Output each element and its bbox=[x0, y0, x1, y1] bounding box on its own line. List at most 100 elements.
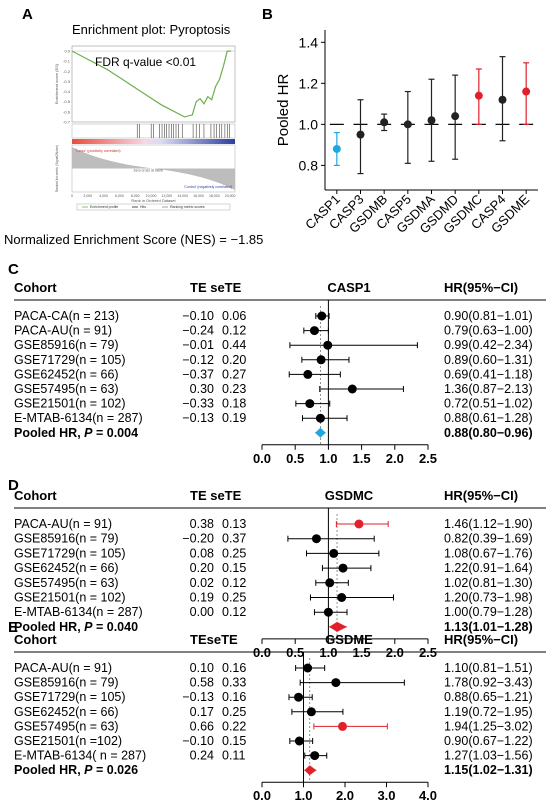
row-te: −0.13 bbox=[182, 690, 214, 704]
b-y-tick-label: 0.8 bbox=[299, 157, 319, 173]
pooled-hr: 1.15(1.02−1.31) bbox=[444, 763, 533, 777]
row-te: 0.00 bbox=[190, 605, 214, 619]
header-hr: HR(95%−CI) bbox=[444, 280, 518, 295]
b-point bbox=[380, 118, 389, 127]
row-point bbox=[329, 548, 339, 558]
gsea-plot: 0.0 -0.1 -0.2 -0.3 -0.4 -0.5 -0.6 -0.7 Enrichmen… bbox=[54, 45, 236, 211]
header-hr: HR(95%−CI) bbox=[444, 632, 518, 647]
row-point bbox=[303, 663, 313, 673]
header-gene: GSDMC bbox=[325, 488, 374, 503]
metric-y-label: Ranked list metric (Signal2Noise) bbox=[55, 145, 59, 192]
es-y-tick: 0.0 bbox=[64, 49, 70, 54]
row-cohort: GSE85916(n = 79) bbox=[14, 676, 119, 690]
row-sete: 0.25 bbox=[222, 591, 246, 605]
row-point bbox=[303, 369, 313, 379]
panel-letter: E bbox=[8, 620, 18, 636]
row-te: 0.66 bbox=[190, 719, 214, 733]
row-hr: 1.27(1.03−1.56) bbox=[444, 749, 533, 763]
x-tick: 6,000 bbox=[115, 194, 124, 198]
x-label: Rank in Ordered Dataset bbox=[131, 198, 176, 203]
header-te-sete: TE seTE bbox=[190, 280, 242, 295]
forest-x-tick-label: 2.5 bbox=[419, 451, 437, 466]
row-te: 0.58 bbox=[190, 676, 214, 690]
row-sete: 0.16 bbox=[222, 661, 246, 675]
row-sete: 0.15 bbox=[222, 561, 246, 575]
row-point bbox=[294, 736, 304, 746]
row-cohort: GSE57495(n = 63) bbox=[14, 719, 119, 733]
row-cohort: GSE85916(n = 79) bbox=[14, 338, 119, 352]
row-hr: 1.00(0.79−1.28) bbox=[444, 605, 533, 619]
row-point bbox=[323, 340, 333, 350]
row-hr: 0.99(0.42−2.34) bbox=[444, 338, 533, 352]
row-te: −0.01 bbox=[182, 338, 214, 352]
x-tick: 4,000 bbox=[99, 194, 108, 198]
legend-frame bbox=[76, 203, 231, 211]
row-te: 0.10 bbox=[190, 661, 214, 675]
legend-item: Enrichment profile bbox=[90, 205, 118, 209]
x-tick: 14,000 bbox=[177, 194, 188, 198]
es-y-label: Enrichment score (ES) bbox=[54, 63, 59, 104]
row-hr: 1.19(0.72−1.95) bbox=[444, 705, 533, 719]
forest-x-tick-label: 1.0 bbox=[294, 788, 312, 803]
row-te: −0.10 bbox=[182, 734, 214, 748]
row-cohort: E-MTAB-6134( n = 287) bbox=[14, 749, 146, 763]
row-point bbox=[354, 519, 364, 529]
b-point bbox=[522, 87, 531, 96]
row-cohort: E-MTAB-6134(n = 287) bbox=[14, 411, 143, 425]
row-point bbox=[305, 399, 315, 409]
row-point bbox=[306, 707, 316, 717]
row-cohort: GSE57495(n = 63) bbox=[14, 382, 119, 396]
row-point bbox=[325, 578, 335, 588]
row-sete: 0.12 bbox=[222, 324, 246, 338]
es-y-tick: -0.7 bbox=[63, 120, 71, 125]
pooled-diamond bbox=[329, 621, 347, 632]
b-point bbox=[332, 144, 341, 153]
gsea-title: Enrichment plot: Pyroptosis bbox=[72, 22, 231, 37]
row-sete: 0.19 bbox=[222, 411, 246, 425]
header-gene: CASP1 bbox=[327, 280, 370, 295]
pooled-label: Pooled HR, P = 0.026 bbox=[14, 763, 138, 777]
row-sete: 0.27 bbox=[222, 367, 246, 381]
row-te: −0.13 bbox=[182, 411, 214, 425]
row-cohort: GSE57495(n = 63) bbox=[14, 576, 119, 590]
forest-x-tick-label: 0.5 bbox=[286, 451, 304, 466]
row-point bbox=[316, 355, 326, 365]
row-cohort: GSE85916(n = 79) bbox=[14, 532, 119, 546]
legend-item: Ranking metric scores bbox=[170, 205, 205, 209]
b-y-label: Pooled HR bbox=[275, 74, 292, 147]
row-hr: 0.69(0.41−1.18) bbox=[444, 367, 533, 381]
row-cohort: GSE62452(n = 66) bbox=[14, 561, 119, 575]
row-sete: 0.12 bbox=[222, 605, 246, 619]
row-hr: 0.89(0.60−1.31) bbox=[444, 353, 533, 367]
forest-plot-casp1: C Cohort TE seTE CASP1 HR(95%−CI) PACA-CA(n =… bbox=[0, 261, 550, 472]
legend-item: Hits bbox=[140, 205, 146, 209]
row-hr: 1.78(0.92−3.43) bbox=[444, 676, 533, 690]
row-te: −0.37 bbox=[182, 367, 214, 381]
row-hr: 1.36(0.87−2.13) bbox=[444, 382, 533, 396]
panel-a-letter: A bbox=[22, 6, 33, 23]
pooled-hr: 1.13(1.01−1.28) bbox=[444, 620, 533, 634]
es-frame bbox=[71, 45, 236, 123]
row-sete: 0.44 bbox=[222, 338, 246, 352]
row-hr: 0.90(0.67−1.22) bbox=[444, 734, 533, 748]
row-cohort: GSE71729(n = 105) bbox=[14, 353, 126, 367]
fdr-annotation: FDR q-value <0.01 bbox=[95, 55, 196, 69]
row-cohort: GSE71729(n = 105) bbox=[14, 546, 126, 560]
es-y-tick: -0.4 bbox=[63, 89, 71, 94]
row-cohort: GSE62452(n = 66) bbox=[14, 705, 119, 719]
row-hr: 0.79(0.63−1.00) bbox=[444, 324, 533, 338]
header-gene: GSDME bbox=[325, 632, 373, 647]
row-hr: 1.20(0.73−1.98) bbox=[444, 591, 533, 605]
row-sete: 0.33 bbox=[222, 676, 246, 690]
b-y-tick-label: 1.4 bbox=[299, 34, 319, 50]
row-point bbox=[331, 678, 341, 688]
row-cohort: GSE62452(n = 66) bbox=[14, 367, 119, 381]
row-sete: 0.11 bbox=[222, 749, 245, 763]
es-y-tick: -0.3 bbox=[63, 79, 71, 84]
b-y-tick-label: 1.2 bbox=[299, 75, 319, 91]
x-tick: 8,000 bbox=[131, 194, 140, 198]
header-cohort: Cohort bbox=[14, 280, 57, 295]
row-cohort: E-MTAB-6134(n = 287) bbox=[14, 605, 143, 619]
row-te: 0.19 bbox=[190, 591, 214, 605]
row-point bbox=[310, 751, 320, 761]
